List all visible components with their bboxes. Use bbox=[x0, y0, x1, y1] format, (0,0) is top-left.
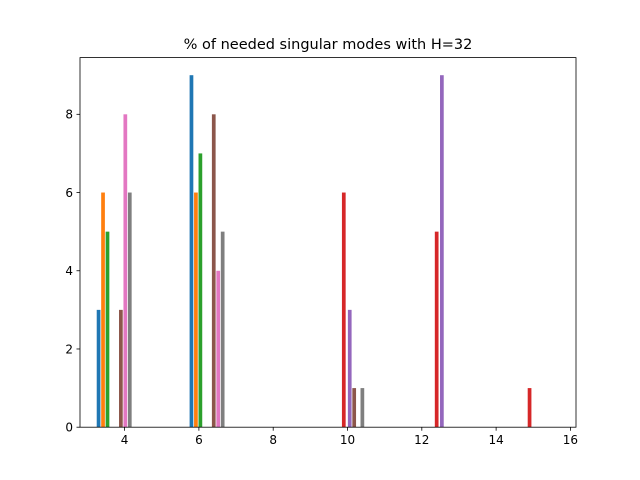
y-tick-label: 2 bbox=[65, 342, 73, 356]
x-axis-ticks: 4 6 8 10 12 14 16 bbox=[121, 427, 578, 447]
y-tick-label: 4 bbox=[65, 264, 73, 278]
bar-1 bbox=[101, 192, 105, 428]
bar-7 bbox=[194, 192, 198, 428]
bar-3 bbox=[119, 309, 123, 428]
bar-18 bbox=[527, 388, 532, 428]
x-tick-label: 10 bbox=[340, 433, 355, 447]
bar-12 bbox=[341, 192, 346, 428]
bar-8 bbox=[198, 153, 203, 428]
bar-9 bbox=[211, 114, 216, 428]
x-tick-label: 6 bbox=[195, 433, 203, 447]
bar-2 bbox=[105, 231, 110, 428]
x-tick-label: 4 bbox=[121, 433, 129, 447]
y-tick-label: 6 bbox=[65, 186, 73, 200]
bar-17 bbox=[440, 75, 444, 428]
bar-5 bbox=[127, 192, 132, 428]
bar-11 bbox=[220, 231, 225, 428]
x-tick-label: 12 bbox=[414, 433, 429, 447]
bar-0 bbox=[96, 309, 101, 428]
bars-layer bbox=[96, 75, 532, 428]
y-axis-ticks: 0 2 4 6 8 bbox=[65, 108, 80, 435]
bar-16 bbox=[434, 231, 439, 428]
x-tick-label: 8 bbox=[269, 433, 277, 447]
y-tick-label: 0 bbox=[65, 421, 73, 435]
y-tick-label: 8 bbox=[65, 108, 73, 122]
bar-14 bbox=[352, 388, 357, 428]
bar-15 bbox=[360, 388, 365, 428]
x-tick-label: 16 bbox=[563, 433, 578, 447]
x-tick-label: 14 bbox=[488, 433, 503, 447]
bar-6 bbox=[189, 75, 194, 428]
chart-title: % of needed singular modes with H=32 bbox=[184, 37, 473, 53]
bar-13 bbox=[347, 309, 352, 428]
bar-4 bbox=[123, 114, 128, 428]
bar-10 bbox=[216, 270, 221, 428]
plot-area-frame bbox=[79, 57, 577, 428]
